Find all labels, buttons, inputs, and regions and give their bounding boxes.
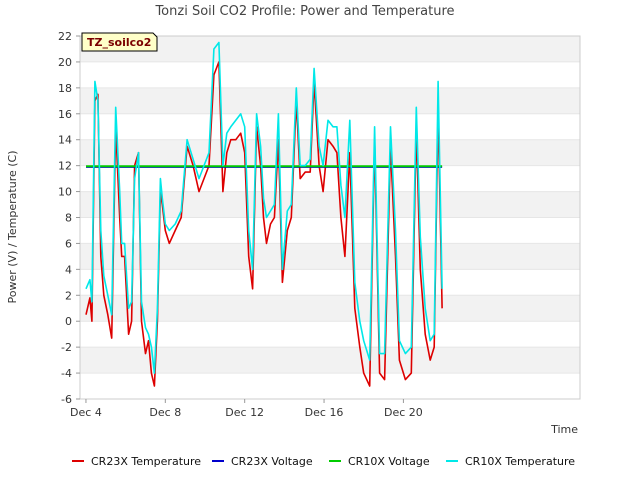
grid-band	[80, 243, 580, 270]
x-tick-label: Dec 20	[384, 406, 423, 419]
chart-title: Tonzi Soil CO2 Profile: Power and Temper…	[154, 4, 454, 19]
y-tick-label: -2	[61, 341, 72, 354]
y-tick-label: 2	[65, 289, 72, 302]
y-tick-label: -4	[61, 367, 72, 380]
grid-band	[80, 347, 580, 374]
x-tick-label: Dec 8	[149, 406, 181, 419]
y-tick-label: 10	[58, 186, 72, 199]
grid-band	[80, 321, 580, 348]
grid-band	[80, 191, 580, 218]
y-tick-label: 22	[58, 30, 72, 43]
grid-band	[80, 87, 580, 114]
legend: CR23X Temperature CR23X Voltage CR10X Volt…	[72, 455, 575, 468]
x-tick-label: Dec 4	[70, 406, 102, 419]
y-tick-label: 14	[58, 134, 72, 147]
series-layer	[85, 41, 443, 387]
y-tick-label: 4	[65, 263, 72, 276]
legend-item-label: CR23X Temperature	[91, 455, 201, 468]
y-tick-label: 6	[65, 237, 72, 250]
legend-item-label: CR23X Voltage	[231, 455, 313, 468]
x-axis: Dec 4 Dec 8 Dec 12 Dec 16 Dec 20	[70, 399, 423, 419]
grid-band	[80, 36, 580, 62]
y-tick-label: 12	[58, 160, 72, 173]
grid-band	[80, 113, 580, 140]
y-tick-label: 8	[65, 212, 72, 225]
y-tick-label: 20	[58, 56, 72, 69]
grid-band	[80, 217, 580, 244]
legend-item-label: CR10X Voltage	[348, 455, 430, 468]
grid-band	[80, 373, 580, 399]
series-line-cr10x-temperature	[85, 41, 443, 374]
x-axis-label: Time	[550, 423, 578, 436]
grid-band	[80, 269, 580, 296]
site-tag-box	[81, 32, 158, 52]
grid-band	[80, 165, 580, 192]
site-tag: TZ_soilco2	[81, 32, 158, 52]
grid-band	[80, 295, 580, 322]
x-tick-label: Dec 16	[305, 406, 344, 419]
y-axis-label: Power (V) / Temperature (C)	[6, 150, 19, 303]
x-tick-label: Dec 12	[225, 406, 264, 419]
y-tick-label: 16	[58, 108, 72, 121]
grid-bands	[80, 36, 580, 399]
y-tick-label: -6	[61, 393, 72, 406]
legend-item-label: CR10X Temperature	[465, 455, 575, 468]
y-tick-label: 0	[65, 315, 72, 328]
y-tick-label: 18	[58, 82, 72, 95]
site-tag-label: TZ_soilco2	[87, 36, 151, 49]
grid-band	[80, 139, 580, 166]
y-axis: -6 -4 -2 0 2 4 6 8 10 12 14 16 18 20 22	[58, 30, 80, 406]
grid-band	[80, 61, 580, 88]
